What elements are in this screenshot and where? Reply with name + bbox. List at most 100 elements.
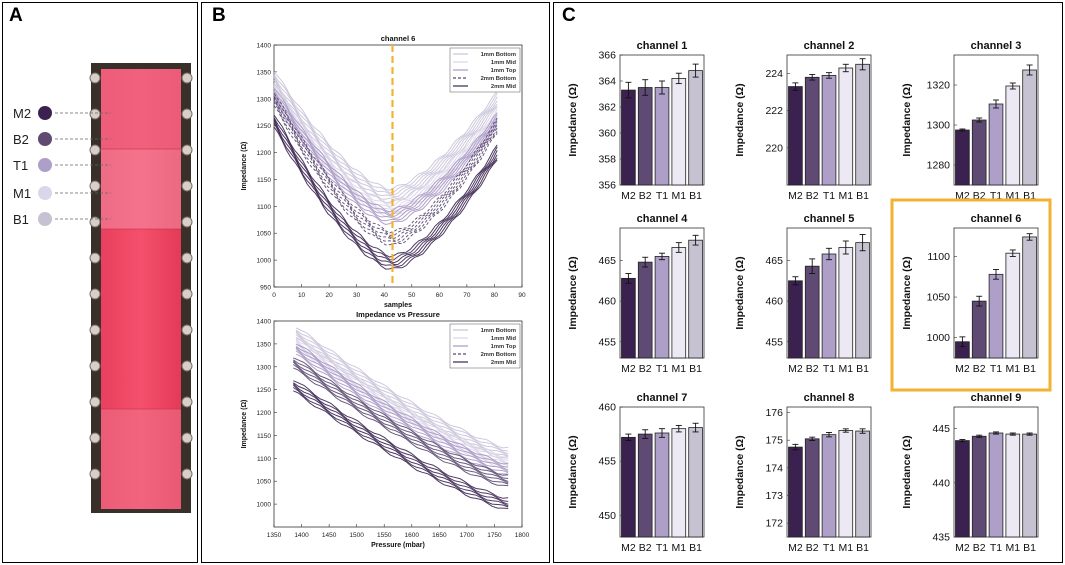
chart-title: channel 2 (804, 40, 855, 52)
legend-dot (38, 106, 52, 120)
bar-t1 (654, 256, 670, 359)
legend-entry: 1mm Bottom (481, 328, 516, 334)
y-tick-label: 460 (598, 402, 616, 414)
bar-b1 (688, 239, 703, 359)
x-tick-label: 30 (353, 292, 361, 299)
x-tick-label: 1600 (405, 532, 420, 539)
legend-entry: 2mm Bottom (481, 76, 516, 82)
series-line-1mm-bottom (273, 74, 498, 194)
legend-label-m2: M2 (13, 106, 31, 121)
bar-m2 (621, 277, 636, 359)
y-tick-label: 1250 (257, 123, 272, 130)
series-line-2mm-mid (293, 382, 509, 502)
series-line-1mm-bottom (295, 327, 509, 449)
y-axis-label: Impedance (Ω) (567, 256, 579, 329)
y-tick-label: 1050 (257, 231, 272, 238)
bar-m2 (788, 280, 803, 359)
bar-b1 (1022, 69, 1037, 186)
y-axis-label: Impedance (Ω) (901, 435, 913, 508)
frame-peg (89, 252, 101, 264)
series-line-1mm-mid (295, 336, 509, 458)
bar-t1 (988, 103, 1004, 186)
series-line-1mm-bottom (273, 79, 498, 200)
bar-m2 (621, 436, 636, 538)
x-tick-label: T1 (990, 363, 1002, 375)
x-tick-label: M2 (788, 190, 803, 202)
panel-b: B 0 10 20 30 40 50 60 70 80 90 950 1000 1050 1100 1150… (201, 2, 550, 563)
legend-label-m1: M1 (13, 186, 31, 201)
series-line-2mm-bottom (273, 105, 498, 246)
series-line-2mm-bottom (273, 93, 498, 234)
series-line-2mm-bottom (273, 95, 498, 237)
x-tick-label: M1 (1006, 542, 1021, 554)
x-tick-label: B1 (689, 363, 702, 375)
x-tick-label: T1 (656, 542, 668, 554)
x-tick-label: M1 (839, 363, 854, 375)
frame-peg (181, 288, 193, 300)
y-axis-label: Impedance (Ω) (734, 435, 746, 508)
bar-m1 (671, 247, 687, 359)
frame-peg (89, 180, 101, 192)
x-tick-label: B1 (1023, 542, 1036, 554)
legend-entry: 1mm Top (491, 68, 517, 74)
y-tick-label: 1200 (257, 150, 272, 157)
y-tick-label: 174 (765, 462, 783, 474)
y-tick-label: 1300 (927, 120, 951, 132)
series-line-2mm-bottom (293, 367, 509, 487)
x-tick-label: T1 (823, 542, 835, 554)
bar-b2 (804, 76, 820, 186)
bar-b2 (971, 119, 987, 186)
chart-title: Impedance vs Pressure (356, 310, 440, 319)
y-axis-label: Impedance (Ω) (734, 83, 746, 156)
x-tick-label: M1 (839, 190, 854, 202)
frame-peg (181, 180, 193, 192)
series-line-2mm-bottom (293, 357, 509, 476)
bar-m2 (621, 89, 636, 186)
bar-b1 (855, 430, 870, 538)
x-tick-label: M1 (672, 542, 687, 554)
y-tick-label: 460 (765, 296, 783, 308)
x-tick-label: B2 (806, 363, 819, 375)
y-tick-label: 360 (598, 128, 616, 140)
frame-peg (181, 216, 193, 228)
series-line-1mm-top (295, 350, 509, 474)
y-axis-label: Impedance (Ω) (567, 435, 579, 508)
bar-b2 (804, 438, 820, 538)
series-line-1mm-mid (273, 82, 498, 205)
y-axis-label: Impedance (Ω) (241, 400, 248, 449)
x-tick-label: M1 (839, 542, 854, 554)
panel-c: C channel 1 M2 B2 T1 M1 B1 356 358 360 362 364 366 I… (553, 2, 1063, 563)
y-tick-label: 460 (598, 296, 616, 308)
frame-peg (89, 324, 101, 336)
y-tick-label: 1280 (927, 160, 951, 172)
bar-t1 (988, 273, 1004, 359)
y-tick-label: 435 (932, 532, 950, 544)
chart-title: channel 6 (971, 213, 1022, 225)
x-tick-label: 80 (491, 292, 499, 299)
y-tick-label: 1100 (257, 204, 271, 211)
series-line-2mm-bottom (273, 96, 498, 240)
bar-m1 (1005, 433, 1021, 538)
series-line-1mm-top (295, 343, 509, 465)
chart-title: channel 7 (637, 392, 688, 404)
frame-peg (89, 144, 101, 156)
x-tick-label: M2 (955, 363, 970, 375)
series-line-1mm-top (295, 345, 509, 468)
x-tick-label: B2 (806, 542, 819, 554)
chart-title: channel 8 (804, 392, 855, 404)
y-tick-label: 1150 (257, 433, 271, 440)
x-tick-label: B2 (639, 190, 652, 202)
series-line-2mm-mid (273, 117, 498, 261)
x-tick-label: B2 (973, 363, 986, 375)
x-tick-label: B2 (806, 190, 819, 202)
y-tick-label: 465 (598, 255, 616, 267)
y-tick-label: 172 (765, 518, 783, 530)
y-axis-label: Impedance (Ω) (901, 256, 913, 329)
series-line-1mm-top (273, 90, 498, 215)
series-line-1mm-mid (295, 338, 509, 461)
y-tick-label: 440 (932, 477, 950, 489)
bar-t1 (654, 87, 670, 186)
gel-layer-top (101, 69, 181, 149)
series-line-2mm-mid (273, 126, 498, 270)
series-line-2mm-mid (273, 119, 498, 266)
